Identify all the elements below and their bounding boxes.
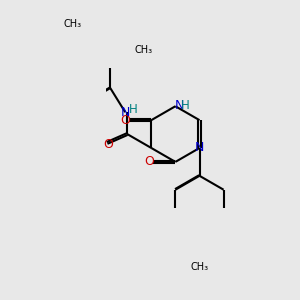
Text: N: N (174, 99, 184, 112)
Text: CH₃: CH₃ (64, 19, 82, 29)
Text: O: O (145, 155, 154, 168)
Text: N: N (121, 106, 130, 119)
Text: O: O (103, 139, 113, 152)
Text: CH₃: CH₃ (134, 45, 153, 55)
Text: O: O (121, 114, 130, 127)
Text: H: H (182, 99, 190, 112)
Text: H: H (129, 103, 137, 116)
Text: N: N (195, 142, 205, 154)
Text: CH₃: CH₃ (190, 262, 208, 272)
